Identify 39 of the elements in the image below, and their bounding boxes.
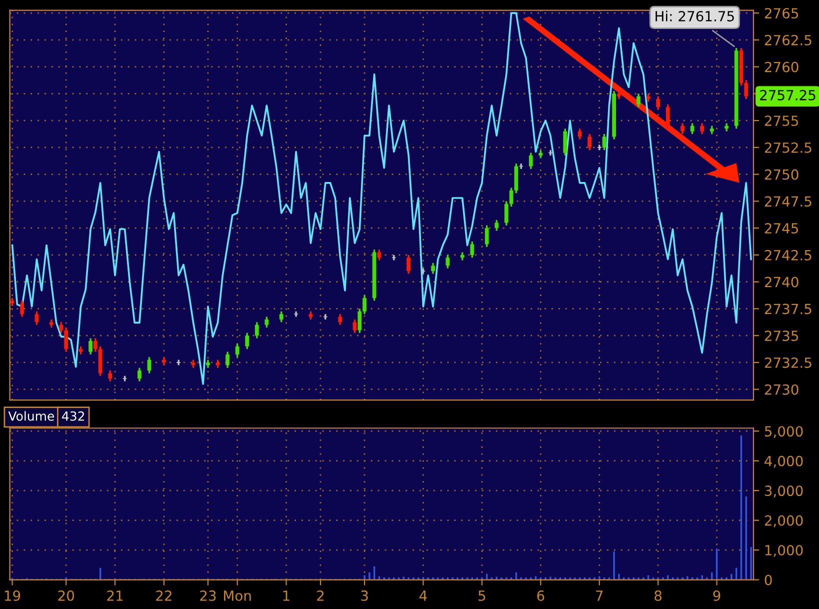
text: 432	[62, 411, 84, 421]
y-tick-label: 2752.5	[764, 142, 812, 153]
y-tick-label: 2750	[764, 169, 798, 180]
x-tick-label: 2	[317, 590, 324, 601]
y-tick-label: 2730	[764, 384, 798, 395]
x-tick-label: Mon	[224, 590, 251, 601]
y-tick-label: 2737.5	[764, 304, 812, 314]
text: Volume	[8, 411, 54, 421]
x-tick-label: 6	[537, 590, 544, 601]
y-tick-label: 5,000	[764, 426, 803, 438]
y-tick-label: 2,000	[764, 515, 803, 528]
x-tick-label: 22	[156, 590, 172, 601]
y-tick-label: 0	[764, 574, 772, 586]
y-tick-label: 2732.5	[764, 357, 812, 368]
x-tick-label: 5	[478, 590, 486, 601]
text: 2757.25	[760, 90, 816, 100]
y-tick-label: 2735	[764, 330, 798, 342]
y-tick-label: 2765	[764, 8, 798, 19]
x-tick-label: 1	[283, 590, 290, 601]
x-tick-label: 8	[654, 590, 662, 601]
x-tick-label: 3	[361, 590, 368, 601]
y-tick-label: 1,000	[765, 545, 803, 557]
x-tick-label: 20	[58, 590, 74, 601]
y-tick-label: 3,000	[764, 486, 803, 498]
y-tick-label: 2762.5	[764, 34, 812, 46]
y-tick-label: 2745	[764, 223, 798, 234]
x-tick-label: 23	[200, 590, 216, 601]
x-tick-label: 4	[420, 590, 427, 601]
x-tick-label: 21	[107, 590, 123, 601]
x-tick-label: 7	[596, 590, 603, 601]
y-tick-label: 2747.5	[764, 196, 812, 207]
y-tick-label: 2755	[764, 116, 798, 126]
annotation: Hi: 2761.75	[656, 10, 734, 22]
x-tick-label: 9	[713, 590, 720, 601]
y-tick-label: 2742.5	[764, 250, 812, 260]
x-tick-label: 19	[4, 590, 20, 601]
y-tick-label: 2740	[764, 276, 798, 288]
y-tick-label: 2760	[764, 62, 798, 72]
y-tick-label: 4,000	[764, 456, 803, 468]
